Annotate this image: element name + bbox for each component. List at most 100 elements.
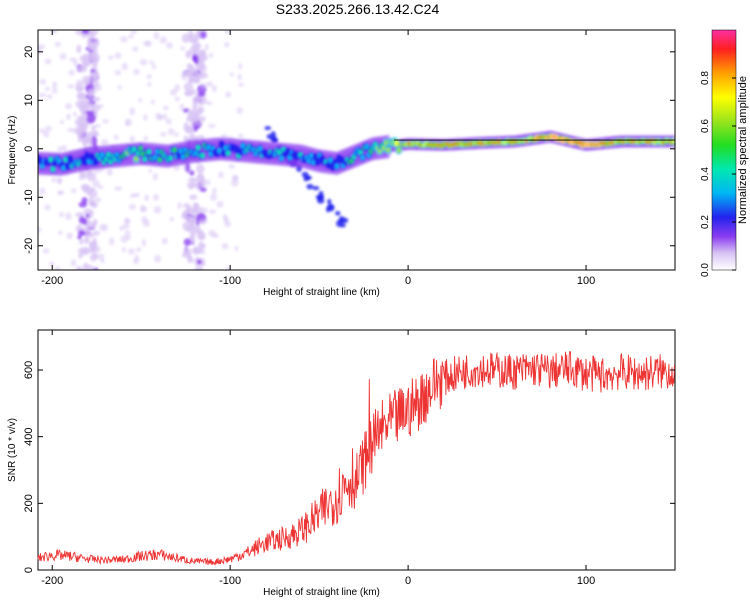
spectral-blob: [57, 177, 63, 185]
spectral-blob: [87, 74, 95, 80]
chart-title: S233.2025.266.13.42.C24: [275, 1, 440, 17]
spectral-blob: [191, 179, 199, 185]
spectral-blob: [94, 197, 102, 203]
x-axis-label: Height of straight line (km): [263, 287, 380, 298]
spectral-blob: [240, 143, 246, 149]
spectral-blob: [91, 87, 97, 95]
spectral-blob: [58, 230, 63, 236]
spectrogram-field: [38, 30, 675, 270]
spectral-blob: [206, 179, 211, 186]
spectral-blob: [328, 157, 333, 163]
spectral-blob: [197, 105, 205, 114]
spectral-blob: [79, 239, 84, 245]
spectral-blob: [65, 212, 72, 221]
spectral-blob: [200, 249, 206, 255]
spectral-blob: [180, 154, 186, 160]
spectral-blob: [108, 237, 115, 246]
spectral-blob: [59, 53, 67, 60]
spectral-blob: [194, 266, 203, 270]
spectral-blob: [224, 41, 230, 48]
spectral-blob: [305, 175, 311, 181]
spectral-blob: [212, 187, 217, 194]
spectral-blob: [142, 156, 147, 162]
spectral-blob: [66, 232, 73, 240]
spectral-blob: [144, 194, 150, 202]
spectral-blob: [114, 52, 122, 59]
spectral-blob: [68, 69, 75, 76]
y-tick-label: -10: [23, 189, 35, 205]
spectral-blob: [153, 154, 158, 160]
spectral-blob: [196, 259, 202, 265]
colorbar-tick-label: 0.6: [700, 119, 711, 133]
spectral-blob: [184, 90, 195, 97]
spectral-blob: [315, 159, 320, 165]
spectral-blob: [78, 253, 83, 259]
spectral-blob: [153, 31, 160, 40]
spectral-blob: [73, 59, 78, 67]
spectral-blob: [165, 118, 172, 125]
y-tick-label: 200: [23, 494, 35, 512]
spectral-blob: [124, 217, 130, 225]
spectral-blob: [43, 130, 50, 138]
spectral-blob: [195, 145, 201, 151]
spectral-blob: [107, 55, 114, 60]
spectral-blob: [72, 111, 77, 117]
colorbar-tick-label: 0.4: [700, 167, 711, 181]
spectral-blob: [85, 169, 92, 177]
spectral-blob: [77, 223, 82, 229]
spectral-blob: [157, 157, 162, 163]
spectral-blob: [83, 208, 93, 215]
spectral-blob: [218, 171, 224, 179]
y-tick-label: -20: [23, 238, 35, 254]
spectral-blob: [132, 68, 140, 75]
spectral-blob: [225, 150, 231, 156]
spectral-blob: [58, 212, 65, 218]
spectral-blob: [146, 149, 152, 155]
spectral-blob: [132, 46, 139, 52]
spectral-blob: [128, 34, 134, 39]
spectral-blob: [163, 105, 169, 111]
spectral-blob: [237, 133, 244, 139]
spectral-blob: [121, 62, 128, 71]
spectral-blob: [194, 55, 199, 65]
spectral-blob: [180, 46, 186, 51]
spectral-blob: [188, 185, 194, 190]
spectral-blob: [120, 36, 128, 43]
spectral-blob: [208, 52, 214, 58]
spectral-blob: [207, 81, 213, 87]
spectral-blob: [184, 215, 191, 220]
spectral-blob: [209, 193, 218, 201]
spectral-blob: [172, 147, 177, 153]
spectral-blob: [219, 141, 224, 147]
spectral-blob: [189, 194, 198, 200]
spectral-blob: [277, 149, 282, 155]
spectral-blob: [39, 128, 46, 134]
spectral-blob: [130, 30, 138, 35]
spectral-blob: [144, 40, 152, 47]
spectral-blob: [216, 200, 224, 208]
spectral-blob: [106, 152, 111, 158]
spectral-blob: [135, 247, 142, 252]
y-axis-label: Frequency (Hz): [7, 116, 18, 185]
spectral-blob: [50, 166, 56, 172]
spectral-blob: [194, 202, 200, 211]
spectral-blob: [166, 41, 174, 49]
spectral-blob: [192, 96, 199, 105]
spectral-blob: [102, 119, 110, 124]
spectral-blob: [87, 30, 96, 39]
spectral-blob: [238, 63, 243, 70]
spectral-blob: [51, 88, 58, 94]
spectral-blob: [159, 36, 167, 44]
spectral-blob: [125, 118, 132, 127]
spectral-blob: [81, 30, 87, 35]
spectral-blob: [196, 97, 205, 104]
spectral-blob: [211, 232, 219, 239]
spectral-blob: [81, 97, 89, 108]
spectral-blob: [186, 206, 192, 215]
spectral-blob: [211, 84, 217, 93]
spectral-blob: [82, 159, 88, 165]
spectral-blob: [188, 74, 193, 84]
spectral-blob: [65, 102, 73, 110]
spectral-blob: [198, 218, 207, 225]
